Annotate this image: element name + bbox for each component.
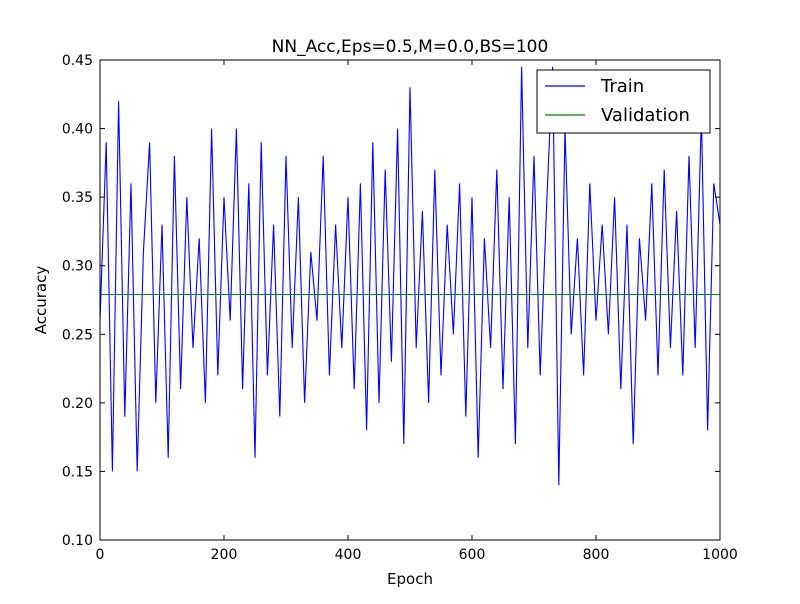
y-axis-label: Accuracy — [32, 266, 50, 335]
x-axis-label: Epoch — [387, 570, 433, 588]
series-line-train — [100, 66, 720, 486]
legend: Train Validation — [536, 69, 711, 134]
y-tick-label: 0.25 — [62, 327, 93, 343]
y-tick-label: 0.30 — [62, 259, 93, 275]
y-tick-label: 0.35 — [62, 190, 93, 206]
x-tick-label: 200 — [211, 547, 238, 563]
y-axis-ticks: 0.10 0.15 0.20 0.25 0.30 0.35 0.40 0.45 — [62, 53, 720, 549]
legend-box — [536, 69, 711, 134]
x-tick-label: 800 — [583, 547, 610, 563]
legend-label-validation: Validation — [601, 105, 690, 126]
y-tick-label: 0.40 — [62, 122, 93, 138]
x-tick-label: 600 — [459, 547, 486, 563]
plot-area — [99, 59, 721, 541]
chart-title: NN_Acc,Eps=0.5,M=0.0,BS=100 — [272, 37, 549, 57]
x-tick-label: 0 — [96, 547, 105, 563]
x-tick-label: 400 — [335, 547, 362, 563]
x-axis-ticks: 0 200 400 600 800 1000 — [96, 60, 738, 563]
y-tick-label: 0.10 — [62, 533, 93, 549]
series-lines — [100, 66, 720, 486]
y-tick-label: 0.15 — [62, 464, 93, 480]
legend-label-train: Train — [600, 76, 644, 97]
y-tick-label: 0.45 — [62, 53, 93, 69]
y-tick-label: 0.20 — [62, 396, 93, 412]
plot-frame — [99, 59, 721, 541]
x-tick-label: 1000 — [702, 547, 738, 563]
